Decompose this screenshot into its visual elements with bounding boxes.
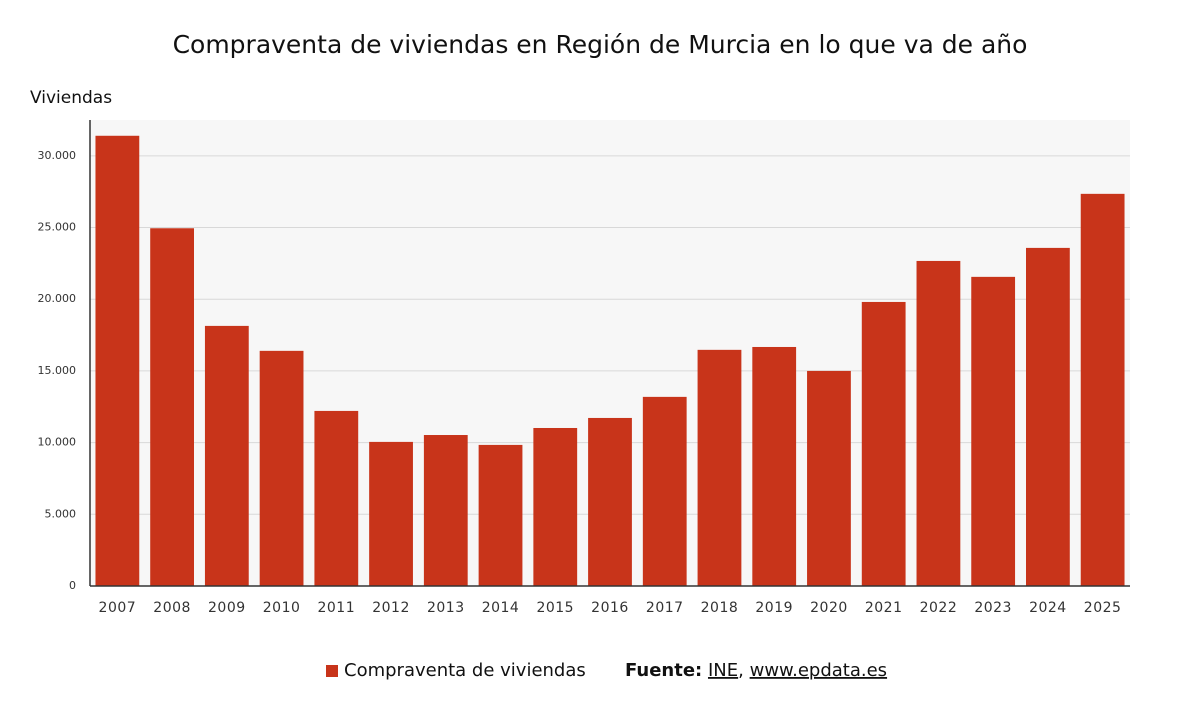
x-tick-label: 2020 — [810, 600, 848, 616]
y-tick-label: 20.000 — [38, 292, 77, 305]
x-tick-label: 2021 — [865, 600, 903, 616]
source-label: Fuente: — [625, 660, 702, 681]
bar — [752, 346, 797, 586]
bar — [369, 441, 413, 586]
x-tick-label: 2010 — [263, 600, 301, 616]
y-tick-label: 5.000 — [45, 507, 77, 520]
x-tick-label: 2012 — [372, 600, 410, 616]
bar — [533, 427, 578, 586]
x-tick-label: 2023 — [974, 600, 1012, 616]
x-tick-label: 2009 — [208, 600, 246, 616]
x-tick-label: 2008 — [153, 600, 191, 616]
x-tick-label: 2013 — [427, 600, 465, 616]
x-tick-label: 2022 — [920, 600, 958, 616]
bar — [204, 325, 249, 586]
x-tick-label: 2018 — [701, 600, 739, 616]
x-tick-label: 2025 — [1084, 600, 1122, 616]
legend-label: Compraventa de viviendas — [344, 660, 586, 681]
x-tick-label: 2011 — [317, 600, 355, 616]
x-tick-label: 2007 — [99, 600, 137, 616]
x-tick-label: 2017 — [646, 600, 684, 616]
bar — [697, 349, 742, 586]
chart-title: Compraventa de viviendas en Región de Mu… — [173, 30, 1028, 59]
bar — [916, 260, 961, 586]
x-tick-label: 2024 — [1029, 600, 1067, 616]
source: Fuente: INE, www.epdata.es — [625, 660, 887, 681]
y-tick-label: 25.000 — [38, 221, 77, 234]
bar — [642, 396, 687, 586]
source-separator: , — [738, 660, 744, 681]
source-link[interactable]: INE — [708, 660, 738, 681]
x-tick-label: 2014 — [482, 600, 520, 616]
y-axis-label: Viviendas — [30, 88, 112, 108]
legend-swatch — [326, 665, 338, 677]
bar — [95, 135, 140, 586]
x-tick-label: 2016 — [591, 600, 629, 616]
x-tick-label: 2019 — [755, 600, 793, 616]
y-tick-label: 10.000 — [38, 436, 77, 449]
bar — [314, 410, 359, 586]
x-tick-label: 2015 — [536, 600, 574, 616]
bar — [423, 435, 468, 586]
bar — [150, 228, 194, 587]
bar — [1026, 247, 1070, 586]
y-tick-label: 30.000 — [38, 149, 77, 162]
y-tick-label: 15.000 — [38, 364, 77, 377]
y-tick-label: 0 — [69, 579, 76, 592]
bar — [1080, 193, 1125, 586]
bar — [807, 370, 851, 586]
bar — [478, 444, 523, 586]
bar — [971, 276, 1016, 586]
bar — [861, 301, 906, 586]
bar — [588, 417, 632, 586]
legend: Compraventa de viviendas — [326, 660, 586, 681]
source-link[interactable]: www.epdata.es — [750, 660, 887, 681]
bar — [259, 350, 304, 586]
